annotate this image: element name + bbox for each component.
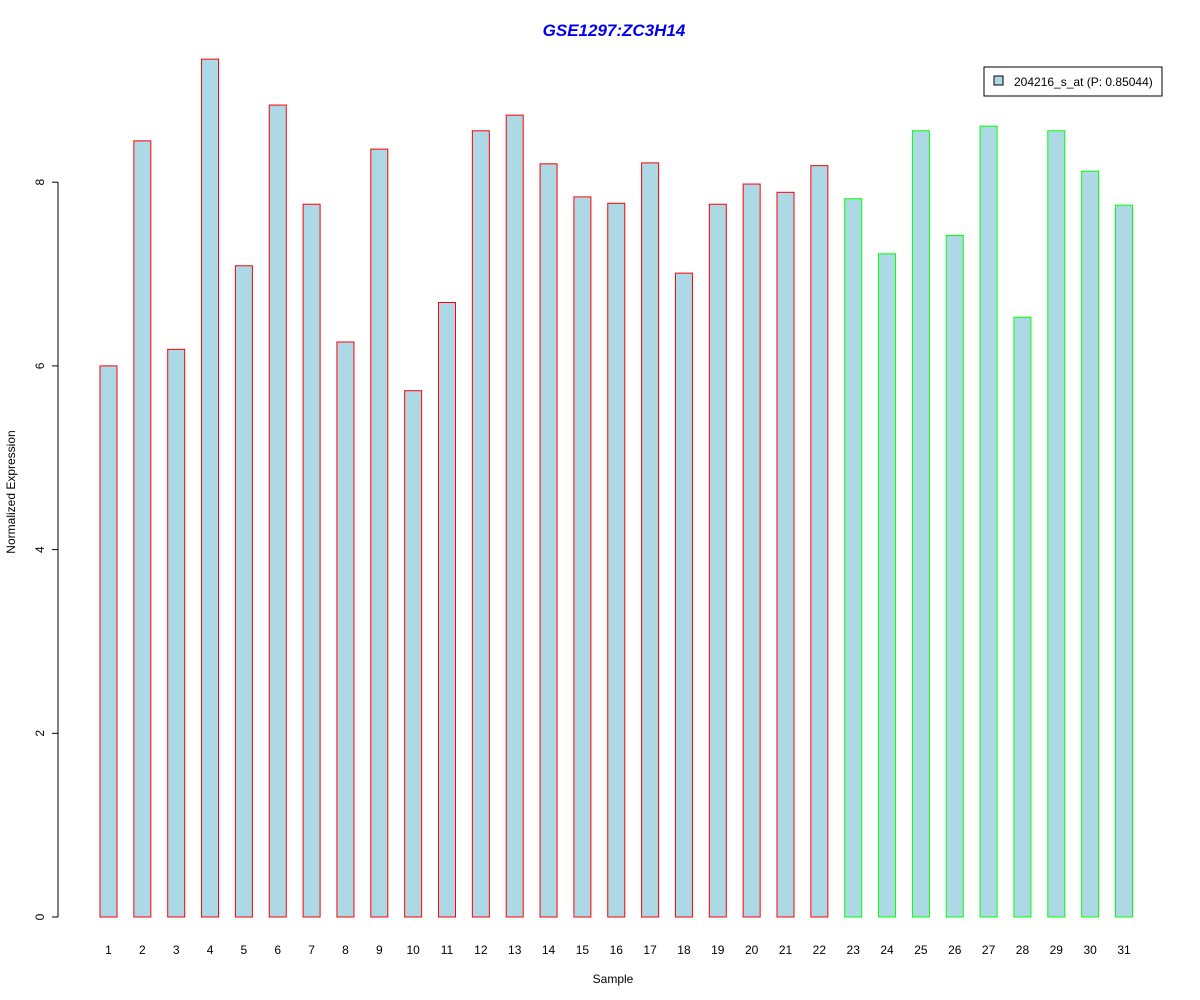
legend-swatch xyxy=(993,75,1004,86)
x-tick-label: 6 xyxy=(274,943,281,957)
bar-sample-22 xyxy=(810,165,829,918)
bar-sample-6 xyxy=(268,104,287,918)
bar-sample-28 xyxy=(1013,316,1032,918)
x-tick-label: 22 xyxy=(813,943,827,957)
x-tick-label: 1 xyxy=(105,943,112,957)
bar-sample-4 xyxy=(201,58,220,918)
x-tick-label: 19 xyxy=(711,943,725,957)
bar-sample-20 xyxy=(742,183,761,918)
x-tick-label: 17 xyxy=(643,943,657,957)
bar-sample-5 xyxy=(234,265,253,918)
bar-sample-14 xyxy=(539,163,558,918)
bar-sample-29 xyxy=(1047,130,1066,918)
bar-sample-17 xyxy=(641,162,660,918)
x-tick-label: 9 xyxy=(376,943,383,957)
y-tick-label: 6 xyxy=(33,362,47,369)
x-tick-label: 3 xyxy=(173,943,180,957)
bar-sample-12 xyxy=(471,130,490,918)
x-tick-label: 27 xyxy=(982,943,996,957)
bar-sample-11 xyxy=(438,302,456,918)
bar-sample-9 xyxy=(370,148,389,918)
x-tick-label: 4 xyxy=(207,943,214,957)
bar-sample-24 xyxy=(878,253,897,918)
x-tick-label: 12 xyxy=(474,943,488,957)
x-tick-label: 26 xyxy=(948,943,962,957)
bar-sample-25 xyxy=(911,130,930,918)
bar-sample-1 xyxy=(99,365,118,918)
x-tick-label: 11 xyxy=(441,943,454,957)
x-tick-label: 13 xyxy=(508,943,522,957)
bar-sample-30 xyxy=(1081,170,1100,918)
x-tick-label: 24 xyxy=(880,943,894,957)
bar-sample-26 xyxy=(945,234,964,918)
x-tick-label: 25 xyxy=(914,943,928,957)
x-tick-label: 7 xyxy=(308,943,315,957)
x-tick-label: 5 xyxy=(241,943,248,957)
x-tick-label: 16 xyxy=(610,943,624,957)
legend-box xyxy=(983,66,1163,97)
y-axis: 0 2 4 6 8 xyxy=(33,179,59,920)
bar-sample-8 xyxy=(336,341,355,918)
x-tick-label: 10 xyxy=(406,943,420,957)
bar-sample-16 xyxy=(607,202,626,918)
bar-sample-15 xyxy=(573,196,592,918)
x-tick-label: 31 xyxy=(1117,943,1131,957)
x-tick-label: 14 xyxy=(542,943,556,957)
bar-sample-7 xyxy=(302,203,321,918)
x-tick-label: 23 xyxy=(847,943,861,957)
y-tick-label: 8 xyxy=(33,179,47,186)
y-tick-label: 4 xyxy=(33,546,47,553)
x-tick-label: 8 xyxy=(342,943,349,957)
bar-sample-27 xyxy=(979,125,998,918)
x-tick-labels: 1 2 3 4 5 6 7 8 9 10 11 12 13 14 15 16 17 18 19 20 21 22 23 24 2… xyxy=(105,943,1131,957)
chart-title: GSE1297:ZC3H14 xyxy=(543,21,686,40)
bar-sample-3 xyxy=(167,348,186,918)
x-tick-label: 20 xyxy=(745,943,759,957)
bar-sample-21 xyxy=(776,191,795,918)
legend: 204216_s_at (P: 0.85044) xyxy=(983,66,1163,97)
x-tick-label: 21 xyxy=(779,943,793,957)
x-tick-label: 30 xyxy=(1083,943,1097,957)
legend-label: 204216_s_at (P: 0.85044) xyxy=(1014,75,1153,89)
x-tick-label: 15 xyxy=(576,943,590,957)
y-axis-label: Normalized Expression xyxy=(4,430,18,553)
bar-sample-18 xyxy=(674,272,693,918)
x-tick-label: 28 xyxy=(1016,943,1030,957)
bar-sample-31 xyxy=(1115,204,1133,918)
bar-sample-2 xyxy=(133,140,152,918)
bar-sample-23 xyxy=(844,198,863,918)
x-axis-label: Sample xyxy=(593,972,634,986)
bar-sample-10 xyxy=(404,390,423,918)
bar-sample-13 xyxy=(505,114,524,918)
bars-group xyxy=(99,58,1133,918)
x-tick-label: 2 xyxy=(139,943,146,957)
x-tick-label: 18 xyxy=(677,943,691,957)
y-tick-label: 2 xyxy=(33,730,47,737)
x-tick-label: 29 xyxy=(1050,943,1064,957)
y-tick-label: 0 xyxy=(33,913,47,920)
bar-sample-19 xyxy=(708,203,727,918)
